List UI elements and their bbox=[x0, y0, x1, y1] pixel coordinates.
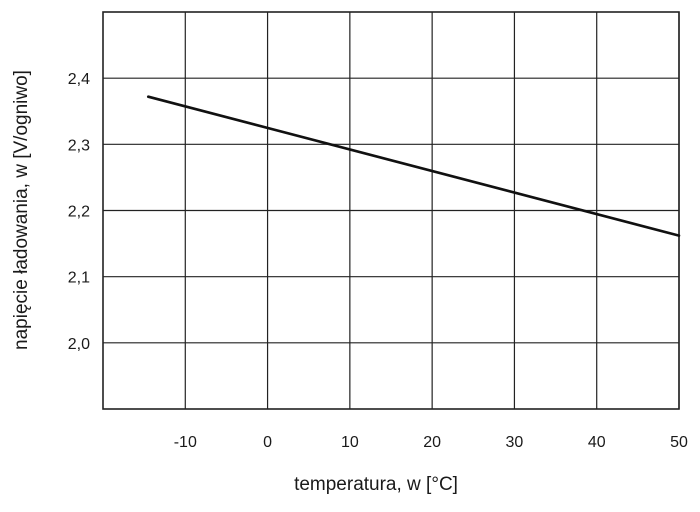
series-group bbox=[146, 95, 681, 237]
y-tick-label: 2,1 bbox=[68, 270, 90, 287]
plot-frame bbox=[102, 11, 680, 410]
x-tick-label: 20 bbox=[423, 434, 441, 451]
x-tick-label: 30 bbox=[506, 434, 524, 451]
x-tick-label: 0 bbox=[263, 434, 272, 451]
x-tick-label: -10 bbox=[174, 434, 197, 451]
x-tick-label: 10 bbox=[341, 434, 359, 451]
y-tick-label: 2,3 bbox=[68, 137, 90, 154]
y-tick-labels: 2,0 2,1 2,2 2,3 2,4 bbox=[68, 71, 90, 353]
y-axis-label: napięcie ładowania, w [V/ogniwo] bbox=[11, 70, 32, 350]
y-tick-label: 2,2 bbox=[68, 204, 90, 221]
y-tick-label: 2,0 bbox=[68, 336, 90, 353]
x-axis-label: temperatura, w [°C] bbox=[294, 474, 458, 495]
x-tick-label: 40 bbox=[588, 434, 606, 451]
x-tick-labels: -10 0 10 20 30 40 50 bbox=[174, 434, 688, 451]
series-line bbox=[146, 95, 681, 237]
y-tick-label: 2,4 bbox=[68, 71, 90, 88]
grid bbox=[103, 12, 680, 409]
x-tick-label: 50 bbox=[670, 434, 688, 451]
